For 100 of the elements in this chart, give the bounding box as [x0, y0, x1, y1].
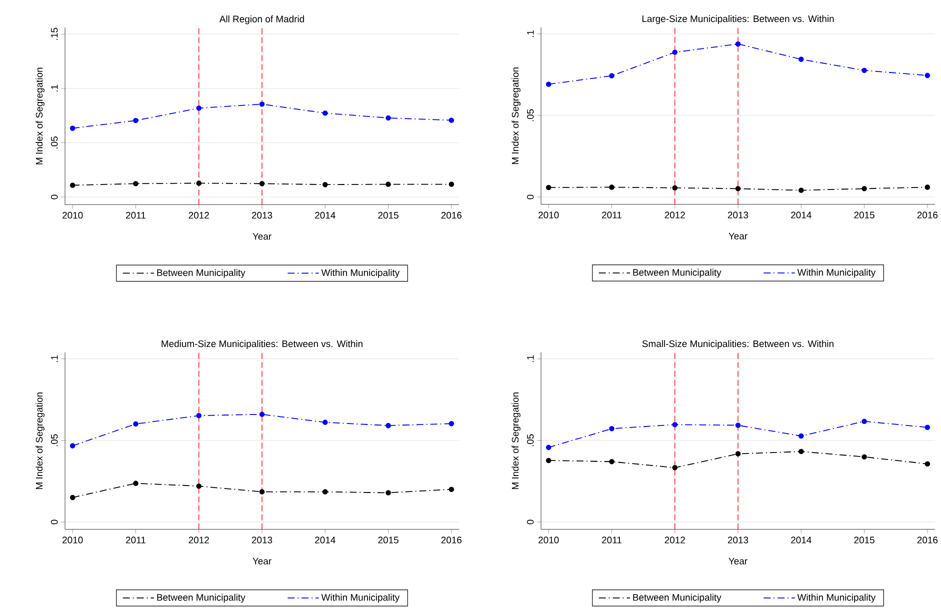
x-axis-title: Year — [728, 232, 748, 240]
x-tick-label: 2015 — [854, 536, 874, 544]
chart-title: Medium-Size Municipalities: Between vs. Within — [162, 340, 362, 349]
x-tick-label: 2013 — [728, 536, 748, 544]
x-tick-label: 2014 — [315, 536, 336, 544]
point — [735, 451, 741, 456]
point — [322, 110, 328, 116]
point — [862, 454, 867, 460]
legend-label: Between Municipality — [157, 269, 246, 278]
point — [196, 106, 202, 111]
point — [672, 185, 678, 190]
point — [672, 422, 678, 428]
point — [322, 420, 328, 425]
x-tick-label: 2016 — [441, 536, 462, 544]
y-tick-label: .1 — [51, 355, 58, 362]
point — [386, 182, 391, 187]
point — [448, 420, 454, 426]
x-tick-label: 2013 — [728, 212, 748, 218]
point — [133, 421, 138, 427]
point — [448, 182, 454, 187]
x-tick-label: 2011 — [126, 212, 146, 219]
point — [133, 480, 138, 486]
point — [386, 115, 391, 121]
x-tick-label: 2012 — [664, 536, 685, 544]
legend-label: Within Municipality — [321, 594, 400, 603]
chart-title: Large-Size Municipalities: Between vs. Within — [642, 15, 834, 24]
x-tick-label: 2011 — [602, 536, 622, 544]
point — [70, 126, 76, 131]
point — [798, 433, 804, 439]
y-tick-label: 0 — [50, 520, 58, 524]
point — [546, 458, 552, 464]
x-tick-label: 2016 — [917, 536, 938, 544]
point — [259, 412, 265, 417]
point — [70, 182, 76, 188]
x-tick-label: 2010 — [538, 212, 559, 218]
point — [196, 483, 202, 489]
point — [448, 486, 454, 492]
point — [924, 424, 930, 430]
point — [448, 118, 454, 123]
x-tick-label: 2015 — [378, 536, 398, 544]
point — [735, 41, 741, 47]
y-axis-title: M Index of Segregation — [512, 68, 520, 164]
legend-label: Between Municipality — [633, 594, 722, 603]
x-axis-title: Year — [252, 558, 272, 564]
y-tick-label: .05 — [526, 109, 534, 122]
point — [259, 489, 265, 494]
y-tick-label: .05 — [50, 136, 58, 148]
x-tick-label: 2011 — [602, 212, 622, 218]
point — [70, 494, 76, 500]
point — [924, 184, 930, 190]
point — [133, 118, 138, 124]
y-tick-label: .05 — [526, 434, 534, 446]
point — [798, 188, 804, 193]
chart-title: All Region of Madrid — [219, 15, 304, 24]
point — [609, 73, 614, 78]
legend-label: Between Municipality — [633, 268, 722, 278]
x-tick-label: 2015 — [378, 212, 398, 219]
legend-label: Within Municipality — [797, 594, 876, 603]
x-tick-label: 2015 — [854, 212, 874, 218]
y-tick-label: .1 — [51, 84, 58, 92]
x-tick-label: 2011 — [126, 536, 146, 544]
point — [70, 443, 76, 448]
x-axis-title: Year — [728, 558, 748, 564]
point — [386, 422, 391, 428]
point — [259, 102, 265, 107]
x-tick-label: 2014 — [791, 212, 812, 218]
legend-label: Between Municipality — [157, 594, 246, 603]
point — [609, 458, 614, 464]
x-tick-label: 2016 — [917, 212, 938, 218]
y-axis-title: M Index of Segregation — [36, 392, 44, 489]
point — [546, 444, 552, 450]
point — [798, 448, 804, 454]
y-tick-label: 0 — [50, 194, 58, 200]
point — [672, 465, 678, 470]
legend-label: Within Municipality — [797, 268, 876, 278]
x-axis-title: Year — [252, 233, 272, 240]
x-tick-label: 2012 — [188, 212, 209, 219]
x-tick-label: 2013 — [252, 536, 272, 544]
point — [196, 180, 202, 186]
y-tick-label: .1 — [527, 355, 534, 362]
legend-label: Within Municipality — [321, 269, 400, 278]
point — [259, 180, 265, 186]
x-tick-label: 2010 — [62, 212, 83, 219]
point — [862, 68, 867, 74]
x-tick-label: 2010 — [538, 536, 559, 544]
point — [735, 186, 741, 192]
point — [862, 418, 867, 424]
point — [386, 490, 391, 496]
y-tick-label: 0 — [526, 520, 534, 524]
point — [546, 184, 552, 190]
x-tick-label: 2014 — [315, 212, 336, 219]
x-tick-label: 2012 — [188, 536, 209, 544]
point — [609, 184, 614, 190]
y-tick-label: .15 — [51, 28, 58, 40]
point — [735, 422, 741, 428]
point — [672, 50, 678, 55]
x-tick-label: 2014 — [791, 536, 812, 544]
point — [322, 489, 328, 494]
y-tick-label: 0 — [526, 194, 534, 200]
point — [546, 82, 552, 87]
